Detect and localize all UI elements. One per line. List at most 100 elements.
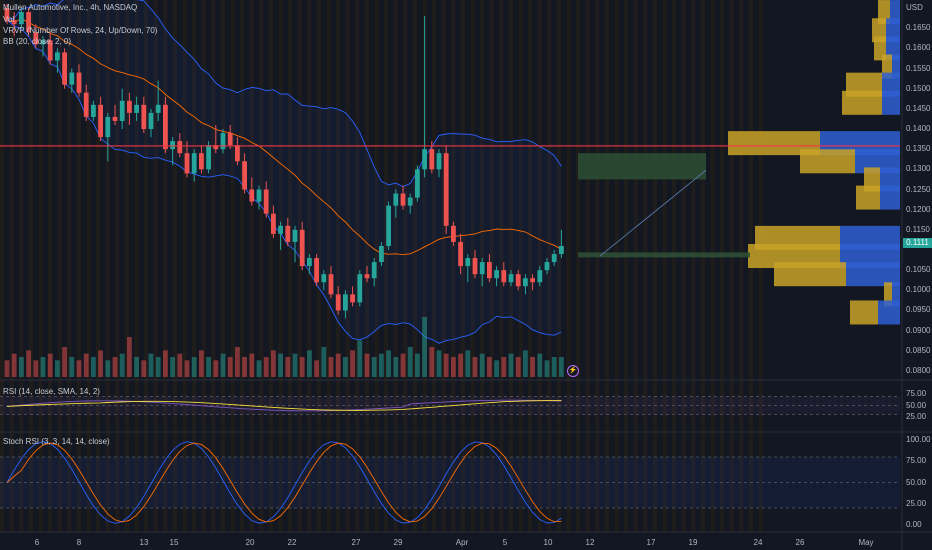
candle-body (206, 145, 211, 170)
vrvp-row-down (800, 149, 855, 174)
volume-bar (544, 360, 550, 377)
vrvp-row-up (878, 300, 900, 325)
session-stripe (144, 0, 149, 532)
candle-body (112, 116, 118, 121)
price-tick-label: 0.1150 (906, 224, 930, 234)
time-tick-label: 10 (543, 538, 553, 547)
target-zone (578, 153, 706, 180)
session-stripe (297, 0, 302, 532)
volume-bar (278, 353, 283, 377)
volume-bar (127, 337, 132, 377)
alert-icon[interactable]: ⚡ (567, 365, 579, 377)
session-stripe (259, 0, 264, 532)
candle-body (551, 254, 557, 263)
session-stripe (432, 0, 437, 532)
session-stripe (710, 0, 715, 532)
stoch-tick-label: 50.00 (906, 477, 927, 487)
price-tick-label: 0.1400 (906, 124, 931, 134)
stoch-legend[interactable]: Stoch RSI (3, 3, 14, 14, close) (3, 437, 110, 446)
candle-body (393, 193, 399, 206)
session-stripe (643, 0, 648, 532)
session-stripe (614, 0, 619, 532)
candle-body (271, 213, 276, 234)
volume-bar (443, 353, 449, 377)
session-stripe (9, 0, 14, 532)
volume-bar (350, 350, 355, 377)
volume-bar (436, 350, 442, 377)
volume-bar (256, 360, 262, 377)
rsi-tick-label: 75.00 (906, 389, 927, 399)
candle-body (523, 278, 528, 287)
candle-body (170, 141, 175, 150)
volume-bar (292, 353, 298, 377)
rsi-line (6, 399, 562, 412)
volume-bar (422, 317, 427, 377)
volume-bar (335, 353, 341, 377)
price-tick-label: 0.1500 (906, 83, 931, 93)
bb-upper-line (6, 0, 562, 188)
rsi-legend[interactable]: RSI (14, close, SMA, 14, 2) (3, 387, 100, 396)
session-stripe (326, 0, 331, 532)
vrvp-row-up (880, 167, 900, 192)
stoch-d-line (6, 442, 562, 523)
volume-bar (155, 357, 161, 377)
bb-legend[interactable]: BB (20, close, 2, 0) (3, 37, 72, 46)
vol-legend[interactable]: Vol (3, 15, 15, 24)
session-stripe (48, 0, 53, 532)
price-tick-label: 0.1250 (906, 184, 931, 194)
volume-bar (199, 350, 204, 377)
candle-body (26, 12, 31, 33)
drawing-zones[interactable] (578, 153, 750, 258)
volume-bar (191, 357, 197, 377)
session-stripe (105, 0, 110, 532)
candle-body (76, 72, 82, 93)
volume-bar (249, 353, 255, 377)
session-stripe (201, 0, 206, 532)
session-stripe (652, 0, 657, 532)
currency-label: USD (906, 3, 923, 12)
session-stripe (691, 0, 696, 532)
candle-body (451, 225, 456, 242)
volume-bar (33, 360, 39, 377)
volume-bar (235, 347, 240, 377)
candle-body (69, 72, 75, 85)
candle-body (11, 20, 17, 25)
vrvp-legend[interactable]: VRVP (Number Of Rows, 24, Up/Down, 70) (3, 26, 158, 35)
candle-body (83, 92, 89, 117)
price-tick-label: 0.1000 (906, 285, 931, 295)
volume-bar (415, 353, 420, 377)
session-stripe (67, 0, 72, 532)
session-stripe (192, 0, 197, 532)
volume-bar (83, 353, 89, 377)
volume-bar (537, 353, 543, 377)
session-stripe (499, 0, 504, 532)
time-tick-label: 5 (502, 538, 508, 547)
vrvp-row-up (890, 0, 900, 25)
price-tick-label: 0.1650 (906, 23, 931, 33)
vrvp-row-down (842, 90, 882, 115)
projection-line (599, 169, 707, 257)
candle-body (407, 197, 413, 206)
candle-body (307, 258, 312, 267)
time-tick-label: 26 (795, 538, 805, 547)
session-stripe (182, 0, 187, 532)
volume-bar (530, 357, 535, 377)
session-stripe (662, 0, 667, 532)
volume-bar (379, 353, 384, 377)
symbol-title[interactable]: Mullen Automotive, Inc., 4h, NASDAQ (3, 3, 138, 12)
vrvp-row-down (864, 167, 880, 192)
candle-body (537, 270, 543, 283)
session-stripe (681, 0, 686, 532)
candle-body (134, 104, 139, 113)
time-tick-label: 15 (169, 538, 179, 547)
candle-body (415, 169, 420, 198)
candle-body (292, 229, 298, 242)
volume-bar (271, 350, 276, 377)
volume-bar (47, 353, 53, 377)
candle-body (242, 161, 247, 190)
session-stripe (451, 0, 456, 532)
time-tick-label: 19 (688, 538, 698, 547)
bb-basis-line (6, 18, 562, 256)
